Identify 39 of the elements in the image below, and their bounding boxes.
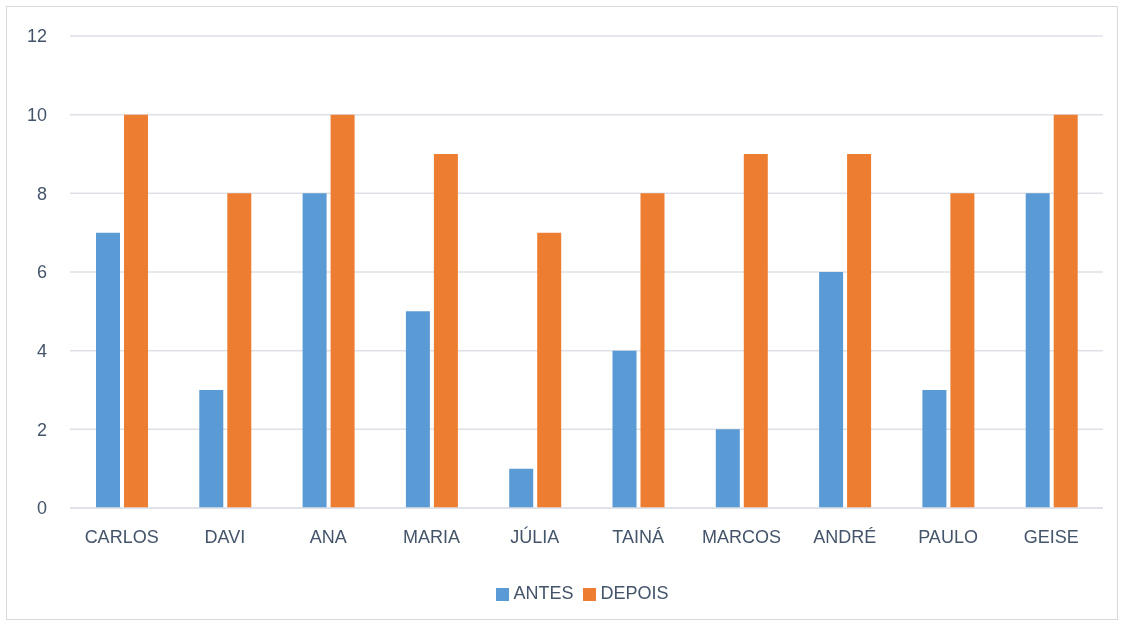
legend-label: ANTES (513, 583, 574, 603)
y-tick-label: 8 (36, 183, 47, 204)
x-tick-label: GEISE (1023, 526, 1079, 547)
bar (1053, 114, 1078, 508)
bar (950, 193, 975, 508)
bar (612, 350, 637, 508)
bar (537, 232, 562, 508)
bar (124, 114, 148, 508)
x-tick-label: TAINÁ (612, 526, 664, 547)
bar (405, 311, 430, 508)
y-tick-label: 4 (36, 341, 47, 362)
x-tick-label: CARLOS (84, 526, 159, 547)
bar (96, 232, 120, 508)
bar (509, 468, 534, 508)
x-tick-label: PAULO (918, 526, 978, 547)
x-tick-label: MARIA (403, 526, 461, 547)
bar (1025, 193, 1050, 508)
y-tick-label: 12 (26, 26, 47, 47)
bar (330, 114, 355, 508)
x-tick-label: JÚLIA (510, 525, 560, 547)
bar (640, 193, 665, 508)
legend-label: DEPOIS (600, 583, 669, 603)
y-tick-label: 2 (36, 419, 47, 440)
bar (227, 193, 252, 508)
bar (199, 390, 224, 508)
x-tick-label: DAVI (204, 526, 246, 547)
y-tick-label: 6 (36, 262, 47, 283)
bar (302, 193, 327, 508)
x-tick-label: ANA (309, 526, 347, 547)
bar (743, 154, 768, 508)
x-tick-label: ANDRÉ (813, 526, 877, 547)
y-tick-label: 10 (26, 105, 47, 126)
x-tick-label: MARCOS (701, 526, 781, 547)
bar (847, 154, 872, 508)
bar (819, 272, 844, 508)
bar (715, 429, 740, 508)
bar (922, 390, 947, 508)
y-tick-label: 0 (36, 498, 47, 519)
bar (433, 154, 458, 508)
